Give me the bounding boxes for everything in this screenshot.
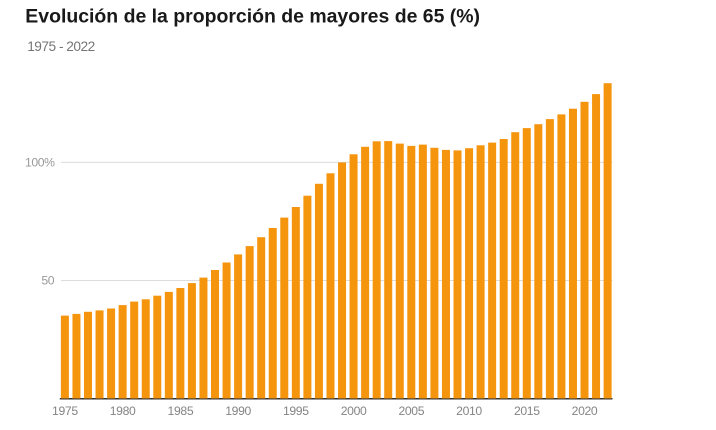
svg-text:1990: 1990 [225, 404, 251, 418]
svg-text:2015: 2015 [514, 404, 540, 418]
svg-text:1975: 1975 [52, 404, 78, 418]
svg-text:2005: 2005 [398, 404, 424, 418]
svg-text:2010: 2010 [456, 404, 482, 418]
svg-text:2020: 2020 [572, 404, 598, 418]
svg-text:1980: 1980 [110, 404, 136, 418]
svg-text:1995: 1995 [283, 404, 309, 418]
svg-text:1985: 1985 [168, 404, 194, 418]
svg-text:2000: 2000 [341, 404, 367, 418]
svg-text:50: 50 [41, 274, 54, 288]
svg-text:1975 - 2022: 1975 - 2022 [27, 39, 95, 54]
svg-text:100%: 100% [25, 155, 55, 169]
svg-text:Evolución de la proporción de: Evolución de la proporción de mayores de… [25, 6, 480, 28]
